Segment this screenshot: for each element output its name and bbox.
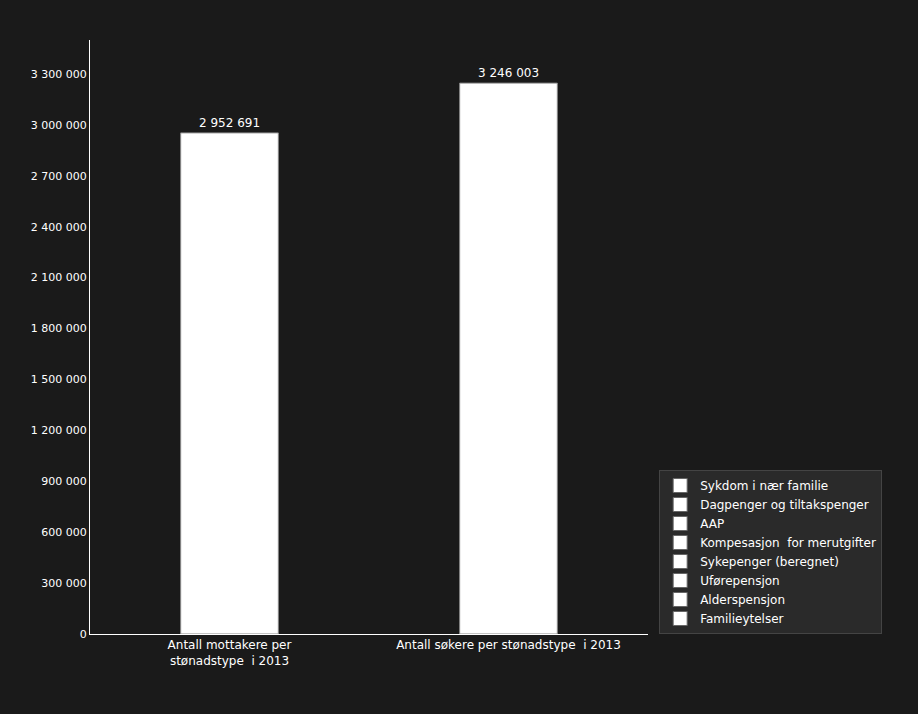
svg-text:600 000: 600 000: [41, 526, 87, 539]
svg-text:AAP: AAP: [700, 517, 724, 531]
svg-text:300 000: 300 000: [41, 577, 87, 590]
svg-text:Sykepenger (beregnet): Sykepenger (beregnet): [700, 555, 839, 569]
svg-text:Alderspensjon: Alderspensjon: [700, 593, 785, 607]
svg-text:2 100 000: 2 100 000: [31, 271, 87, 284]
svg-text:1 500 000: 1 500 000: [31, 373, 87, 386]
svg-text:3 300 000: 3 300 000: [31, 68, 87, 81]
svg-text:Antall mottakere perstønadstyp: Antall mottakere perstønadstype i 2013: [168, 638, 292, 668]
svg-text:2 400 000: 2 400 000: [31, 221, 87, 234]
svg-text:3 000 000: 3 000 000: [31, 119, 87, 132]
svg-text:Kompesasjon for merutgifter: Kompesasjon for merutgifter: [700, 536, 876, 550]
svg-text:Dagpenger og tiltakspenger: Dagpenger og tiltakspenger: [700, 498, 869, 512]
svg-text:3 246 003: 3 246 003: [478, 66, 539, 80]
svg-text:2 952 691: 2 952 691: [199, 116, 260, 130]
svg-text:Uførepensjon: Uførepensjon: [700, 574, 780, 588]
svg-text:Antall søkere per stønadstype: Antall søkere per stønadstype i 2013: [396, 638, 621, 652]
svg-text:Familieytelser: Familieytelser: [700, 612, 783, 626]
svg-text:0: 0: [80, 628, 87, 641]
svg-text:900 000: 900 000: [41, 475, 87, 488]
svg-text:2 700 000: 2 700 000: [31, 170, 87, 183]
svg-text:1 200 000: 1 200 000: [31, 424, 87, 437]
svg-text:Sykdom i nær familie: Sykdom i nær familie: [700, 479, 828, 493]
svg-text:1 800 000: 1 800 000: [31, 322, 87, 335]
